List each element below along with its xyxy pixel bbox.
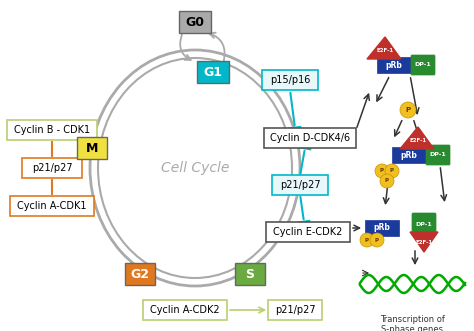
- Text: p15/p16: p15/p16: [270, 75, 310, 85]
- Text: P: P: [405, 107, 410, 113]
- Text: P: P: [365, 238, 369, 243]
- FancyBboxPatch shape: [22, 158, 82, 178]
- Text: pRb: pRb: [385, 61, 402, 70]
- FancyBboxPatch shape: [235, 263, 265, 285]
- FancyBboxPatch shape: [365, 220, 399, 236]
- FancyBboxPatch shape: [262, 70, 318, 90]
- Text: p21/p27: p21/p27: [32, 163, 73, 173]
- Text: Cyclin B - CDK1: Cyclin B - CDK1: [14, 125, 90, 135]
- Text: Cyclin A-CDK1: Cyclin A-CDK1: [17, 201, 87, 211]
- Text: P: P: [390, 168, 394, 173]
- Circle shape: [375, 164, 389, 178]
- Text: P: P: [380, 168, 384, 173]
- Text: DP-1: DP-1: [416, 221, 432, 226]
- FancyBboxPatch shape: [272, 175, 328, 195]
- FancyBboxPatch shape: [268, 300, 322, 320]
- Circle shape: [360, 233, 374, 247]
- Text: G0: G0: [185, 16, 204, 28]
- FancyBboxPatch shape: [377, 57, 411, 73]
- Text: Cyclin E-CDK2: Cyclin E-CDK2: [273, 227, 343, 237]
- Circle shape: [385, 164, 399, 178]
- Polygon shape: [410, 232, 438, 252]
- Text: p21/p27: p21/p27: [280, 180, 320, 190]
- Text: Cyclin D-CDK4/6: Cyclin D-CDK4/6: [270, 133, 350, 143]
- FancyBboxPatch shape: [392, 147, 426, 163]
- Text: P: P: [385, 178, 389, 183]
- FancyBboxPatch shape: [412, 213, 436, 235]
- Text: E2F-1: E2F-1: [410, 138, 427, 144]
- FancyBboxPatch shape: [143, 300, 227, 320]
- FancyBboxPatch shape: [7, 120, 97, 140]
- Polygon shape: [400, 127, 434, 149]
- Text: DP-1: DP-1: [415, 63, 431, 68]
- Text: E2F-1: E2F-1: [415, 240, 433, 245]
- FancyBboxPatch shape: [426, 145, 450, 165]
- Text: Cell Cycle: Cell Cycle: [161, 161, 229, 175]
- FancyBboxPatch shape: [264, 128, 356, 148]
- Text: S: S: [246, 267, 255, 280]
- FancyBboxPatch shape: [10, 196, 94, 216]
- FancyBboxPatch shape: [197, 61, 229, 83]
- Circle shape: [370, 233, 384, 247]
- Text: Transcription of
S-phase genes: Transcription of S-phase genes: [380, 315, 445, 331]
- FancyBboxPatch shape: [77, 137, 107, 159]
- FancyBboxPatch shape: [179, 11, 211, 33]
- Polygon shape: [367, 37, 401, 59]
- Text: pRb: pRb: [401, 151, 418, 160]
- Text: pRb: pRb: [374, 223, 391, 232]
- Text: Cyclin A-CDK2: Cyclin A-CDK2: [150, 305, 220, 315]
- Text: E2F-1: E2F-1: [376, 49, 393, 54]
- Circle shape: [400, 102, 416, 118]
- Text: DP-1: DP-1: [429, 153, 447, 158]
- Circle shape: [380, 174, 394, 188]
- FancyBboxPatch shape: [266, 222, 350, 242]
- FancyBboxPatch shape: [125, 263, 155, 285]
- Text: P: P: [375, 238, 379, 243]
- Text: p21/p27: p21/p27: [275, 305, 315, 315]
- Text: M: M: [86, 141, 98, 155]
- Text: G2: G2: [130, 267, 149, 280]
- Text: G1: G1: [203, 66, 222, 78]
- FancyBboxPatch shape: [411, 55, 435, 75]
